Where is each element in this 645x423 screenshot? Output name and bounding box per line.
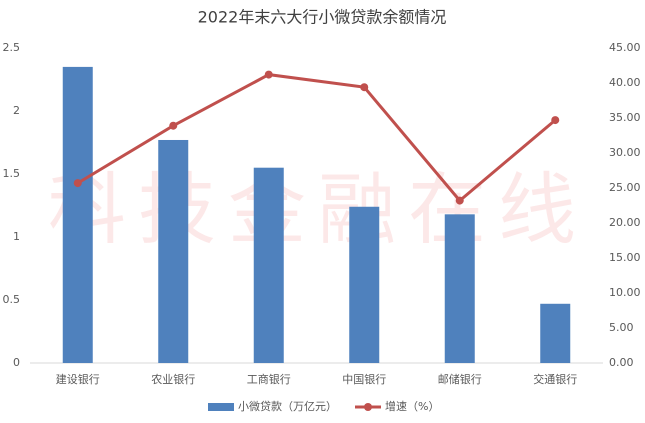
y2-tick-label: 35.00 [609,111,641,124]
legend-symbol [208,403,234,411]
x-tick-label: 建设银行 [56,372,100,386]
bar [349,206,380,363]
line-point [360,83,369,92]
x-tick-label: 交通银行 [533,372,577,386]
bar [253,167,284,363]
line [76,73,557,203]
y2-tick-label: 25.00 [609,181,641,194]
x-tick-label: 中国银行 [342,372,386,386]
legend-symbol [364,403,372,411]
bar [444,214,475,363]
y-tick-label: 1.5 [3,167,21,180]
line-point [551,116,560,125]
chart-title: 2022年末六大行小微贷款余额情况 [198,8,447,27]
watermark: 科技金融在线 [48,165,588,255]
line-point [455,196,464,205]
y2-tick-label: 45.00 [609,41,641,54]
bar [158,139,189,363]
y-tick-label: 1 [13,230,20,243]
bar [62,66,93,364]
y-tick-label: 0.5 [3,293,21,306]
y-tick-label: 0 [13,356,20,369]
line-point [169,121,178,130]
bar [540,303,571,363]
y2-tick-label: 10.00 [609,286,641,299]
x-tick-label: 工商银行 [247,372,291,386]
y2-tick-label: 15.00 [609,251,641,264]
y2-tick-label: 5.00 [609,321,634,334]
line-point [264,70,273,79]
y-tick-label: 2 [13,104,20,117]
y2-tick-label: 40.00 [609,76,641,89]
y2-tick-label: 20.00 [609,216,641,229]
y-tick-label: 2.5 [3,41,21,54]
legend-label: 小微贷款（万亿元） [238,399,337,413]
y2-tick-label: 0.00 [609,356,634,369]
legend-label: 增速（%） [385,399,439,413]
line-point [73,179,82,188]
x-tick-label: 邮储银行 [438,372,482,386]
x-tick-label: 农业银行 [151,372,195,386]
y2-tick-label: 30.00 [609,146,641,159]
